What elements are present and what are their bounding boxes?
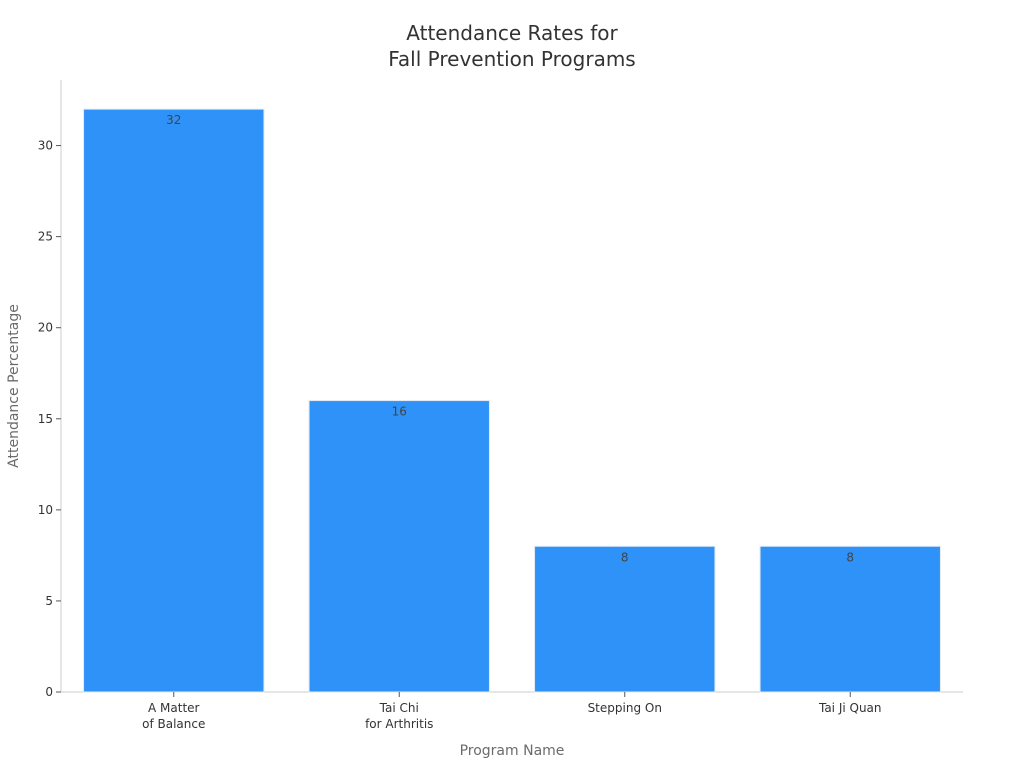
y-tick-label: 0 — [45, 685, 53, 699]
chart-title-line-1: Attendance Rates for — [406, 21, 618, 45]
x-tick-label: A Matter — [148, 701, 200, 715]
x-tick-label: for Arthritis — [365, 717, 433, 731]
chart-title-line-2: Fall Prevention Programs — [388, 47, 635, 71]
y-tick-label: 15 — [38, 412, 53, 426]
bar — [308, 400, 490, 693]
y-tick-label: 25 — [38, 230, 53, 244]
bar — [534, 545, 716, 693]
x-tick-label: Stepping On — [588, 701, 662, 715]
y-tick-label: 30 — [38, 139, 53, 153]
bar-value-label: 8 — [621, 550, 629, 564]
bar — [759, 545, 941, 693]
x-axis-title: Program Name — [460, 743, 565, 759]
bar-value-label: 8 — [846, 550, 854, 564]
x-tick-label: of Balance — [142, 717, 205, 731]
bar — [83, 108, 265, 693]
y-axis-title: Attendance Percentage — [6, 304, 22, 468]
bar-value-label: 32 — [166, 113, 181, 127]
bars-group: 32 16 8 8 — [83, 108, 941, 693]
x-tick-label: Tai Ji Quan — [818, 701, 882, 715]
y-tick-label: 10 — [38, 503, 53, 517]
y-tick-label: 20 — [38, 321, 53, 335]
bar-value-label: 16 — [392, 405, 407, 419]
y-axis-ticks: 0 5 10 15 20 25 30 — [38, 139, 61, 699]
y-tick-label: 5 — [45, 594, 53, 608]
x-tick-label: Tai Chi — [379, 701, 419, 715]
x-axis-ticks: A Matter of Balance Tai Chi for Arthritis St… — [142, 692, 882, 731]
